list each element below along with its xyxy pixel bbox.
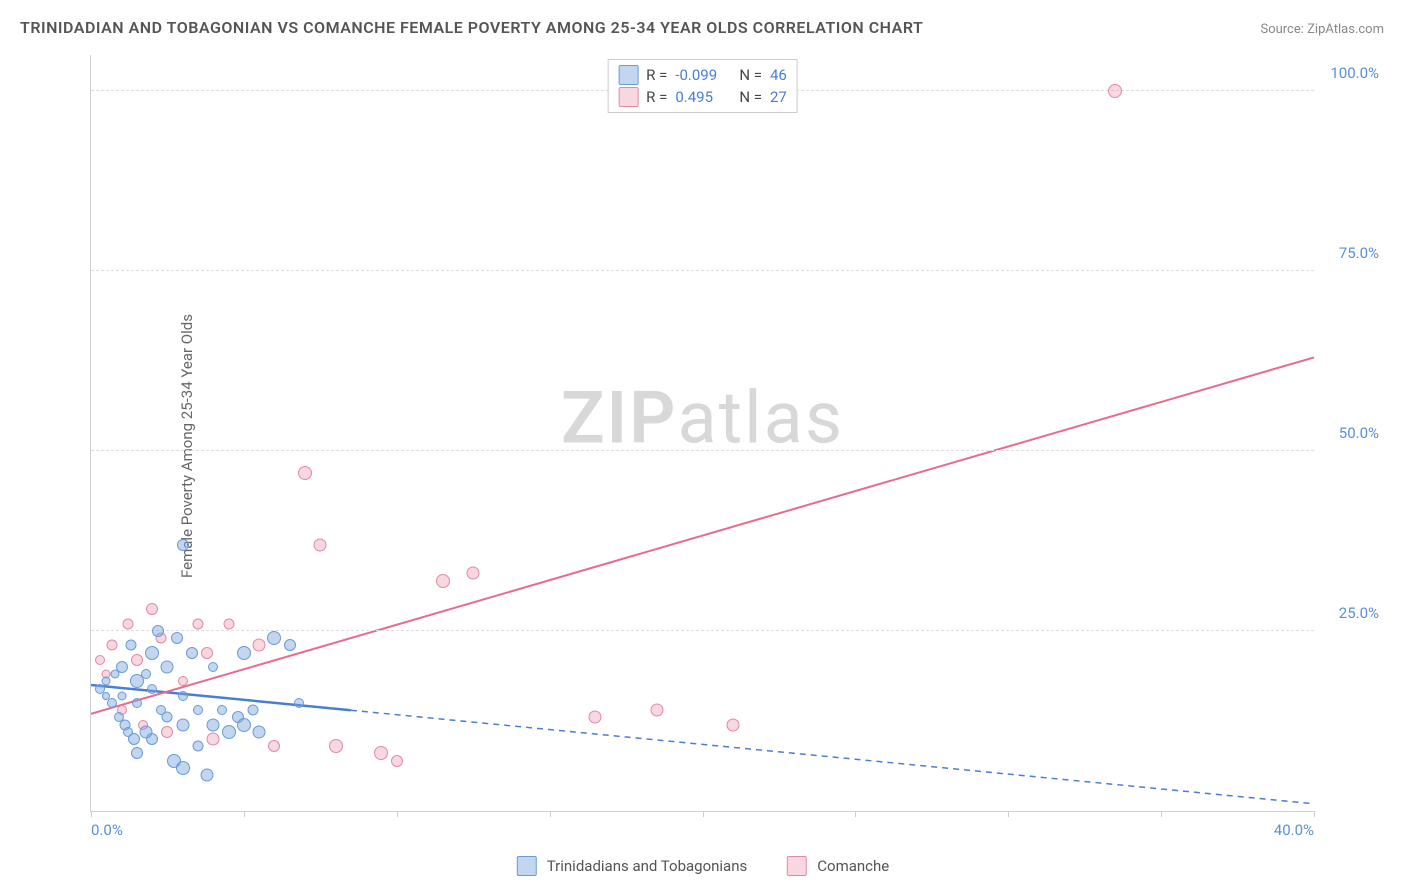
scatter-point: [177, 539, 189, 551]
scatter-point: [117, 691, 126, 700]
swatch-pink-icon: [618, 87, 638, 107]
scatter-point: [102, 677, 111, 686]
scatter-point: [178, 691, 188, 701]
x-tick: [91, 811, 92, 817]
y-tick-label: 25.0%: [1339, 604, 1379, 622]
scatter-point: [132, 698, 142, 708]
x-tick: [244, 811, 245, 817]
y-tick-label: 75.0%: [1339, 244, 1379, 262]
scatter-point: [650, 704, 663, 717]
scatter-point: [186, 647, 198, 659]
scatter-point: [222, 725, 236, 739]
scatter-point: [161, 726, 173, 738]
x-tick: [703, 811, 704, 817]
x-tick: [1008, 811, 1009, 817]
scatter-point: [208, 662, 218, 672]
x-tick-label: 40.0%: [1274, 821, 1314, 839]
scatter-point: [116, 661, 128, 673]
scatter-point: [122, 618, 133, 629]
scatter-point: [253, 725, 266, 738]
x-tick: [1161, 811, 1162, 817]
series-legend: Trinidadians and Tobagonians Comanche: [517, 856, 889, 876]
scatter-point: [131, 654, 143, 666]
series-legend-item-blue: Trinidadians and Tobagonians: [517, 856, 747, 876]
scatter-point: [107, 698, 117, 708]
scatter-point: [314, 538, 327, 551]
gridline: [91, 270, 1314, 271]
x-tick: [397, 811, 398, 817]
scatter-point: [294, 698, 304, 708]
scatter-point: [298, 466, 312, 480]
scatter-point: [201, 769, 214, 782]
watermark: ZIPatlas: [561, 375, 844, 460]
scatter-point: [237, 718, 251, 732]
scatter-point: [128, 733, 140, 745]
scatter-point: [146, 603, 158, 615]
series-legend-item-pink: Comanche: [787, 856, 889, 876]
scatter-point: [193, 741, 204, 752]
scatter-point: [141, 669, 151, 679]
scatter-point: [107, 640, 118, 651]
scatter-point: [436, 574, 450, 588]
scatter-point: [237, 646, 251, 660]
swatch-blue-icon: [618, 65, 638, 85]
x-tick: [1314, 811, 1315, 817]
swatch-blue-icon: [517, 856, 537, 876]
scatter-point: [171, 632, 183, 644]
stats-legend-row-blue: R = -0.099 N = 46: [618, 64, 787, 86]
x-tick-label: 0.0%: [91, 821, 123, 839]
scatter-point: [727, 718, 740, 731]
scatter-point: [193, 705, 203, 715]
chart-title: TRINIDADIAN AND TOBAGONIAN VS COMANCHE F…: [20, 18, 923, 37]
y-tick-label: 100.0%: [1330, 64, 1379, 82]
scatter-point: [207, 718, 220, 731]
scatter-point: [207, 733, 220, 746]
scatter-point: [391, 755, 403, 767]
plot-container: Female Poverty Among 25-34 Year Olds ZIP…: [45, 55, 1384, 837]
scatter-point: [193, 618, 204, 629]
scatter-point: [248, 705, 259, 716]
scatter-point: [329, 739, 343, 753]
scatter-point: [145, 646, 159, 660]
scatter-point: [223, 618, 234, 629]
source-label: Source: ZipAtlas.com: [1260, 22, 1384, 37]
scatter-point: [131, 747, 143, 759]
scatter-point: [152, 625, 164, 637]
scatter-point: [268, 740, 280, 752]
stats-legend: R = -0.099 N = 46 R = 0.495 N = 27: [607, 59, 798, 113]
plot-area: ZIPatlas R = -0.099 N = 46 R = 0.495 N =…: [90, 55, 1314, 812]
stats-legend-row-pink: R = 0.495 N = 27: [618, 86, 787, 108]
scatter-point: [162, 712, 173, 723]
scatter-point: [217, 705, 227, 715]
x-tick: [550, 811, 551, 817]
scatter-point: [161, 661, 174, 674]
scatter-point: [267, 631, 281, 645]
scatter-point: [589, 711, 602, 724]
scatter-point: [146, 733, 158, 745]
scatter-point: [284, 639, 296, 651]
scatter-point: [178, 676, 188, 686]
trendline-blue-dashed: [351, 710, 1314, 804]
scatter-point: [95, 655, 105, 665]
scatter-point: [253, 639, 266, 652]
scatter-point: [125, 640, 136, 651]
scatter-point: [1108, 84, 1122, 98]
y-tick-label: 50.0%: [1339, 424, 1379, 442]
x-tick: [855, 811, 856, 817]
scatter-point: [176, 718, 189, 731]
swatch-pink-icon: [787, 856, 807, 876]
scatter-point: [467, 567, 480, 580]
scatter-point: [201, 647, 213, 659]
scatter-point: [374, 746, 388, 760]
scatter-point: [147, 684, 157, 694]
scatter-point: [176, 761, 190, 775]
